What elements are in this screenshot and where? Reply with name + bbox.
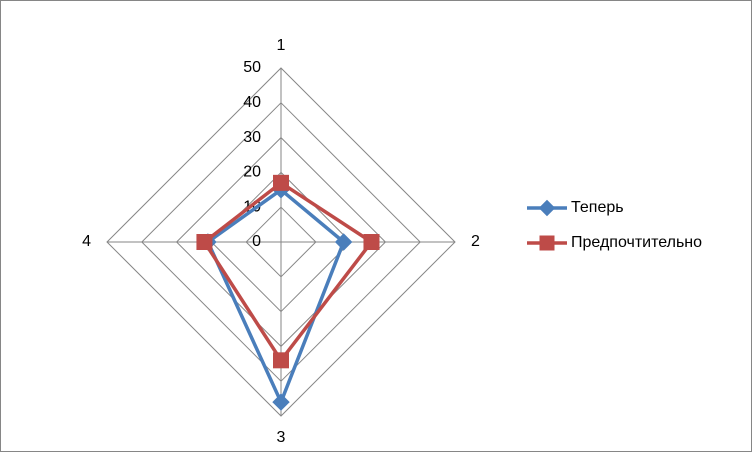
legend-label: Теперь (571, 199, 624, 216)
category-label: 1 (277, 37, 286, 54)
r-tick-label: 20 (243, 164, 261, 181)
marker (196, 234, 213, 250)
marker (539, 235, 555, 251)
category-label: 3 (277, 429, 286, 446)
legend-label: Предпочтительно (571, 234, 702, 251)
category-label: 2 (471, 233, 480, 250)
r-tick-label: 30 (243, 129, 261, 146)
marker (273, 352, 289, 369)
marker (334, 233, 353, 251)
marker (538, 199, 556, 217)
r-tick-label: 0 (252, 233, 261, 250)
r-tick-label: 40 (243, 94, 261, 111)
marker (363, 234, 380, 250)
marker (273, 174, 289, 191)
r-tick-label: 50 (243, 59, 261, 76)
marker (272, 393, 290, 411)
category-label: 4 (82, 233, 91, 250)
